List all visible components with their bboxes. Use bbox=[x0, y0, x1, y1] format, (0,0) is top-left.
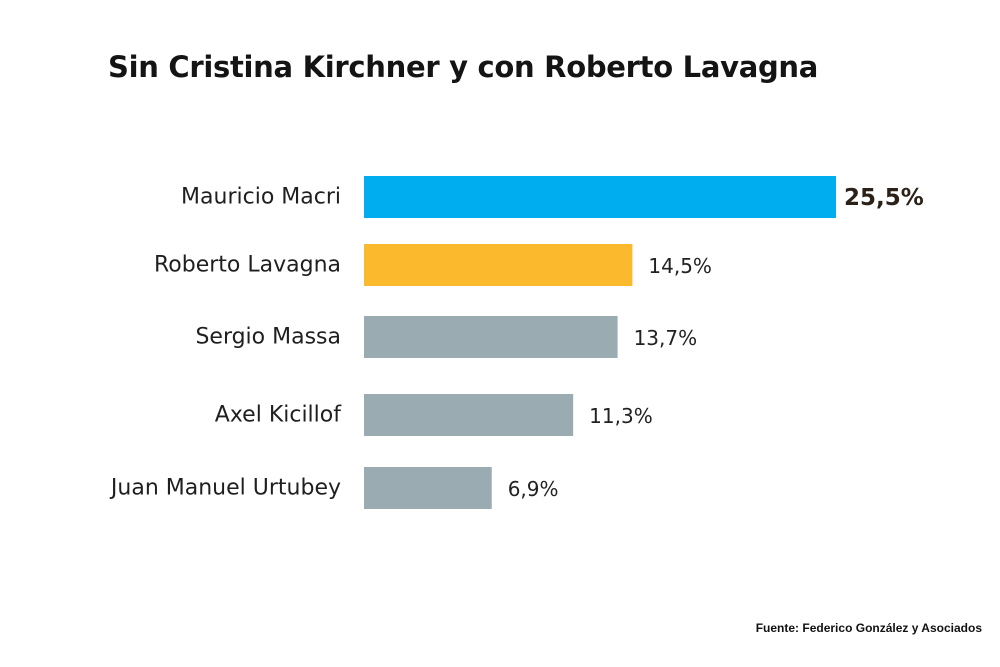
value-label-juan-manuel-urtubey: 6,9% bbox=[508, 477, 559, 501]
category-label-mauricio-macri: Mauricio Macri bbox=[181, 185, 341, 210]
value-label-mauricio-macri: 25,5% bbox=[844, 185, 924, 211]
category-label-juan-manuel-urtubey: Juan Manuel Urtubey bbox=[109, 476, 341, 501]
category-label-axel-kicillof: Axel Kicillof bbox=[215, 403, 342, 428]
bar-mauricio-macri bbox=[364, 176, 836, 218]
source-note: Fuente: Federico González y Asociados bbox=[755, 621, 982, 635]
chart-title: Sin Cristina Kirchner y con Roberto Lava… bbox=[108, 50, 819, 84]
bar-roberto-lavagna bbox=[364, 244, 633, 286]
value-label-axel-kicillof: 11,3% bbox=[589, 404, 653, 428]
bar-axel-kicillof bbox=[364, 394, 574, 436]
bar-juan-manuel-urtubey bbox=[364, 467, 492, 509]
value-label-roberto-lavagna: 14,5% bbox=[648, 254, 712, 278]
bar-sergio-massa bbox=[364, 316, 618, 358]
category-label-roberto-lavagna: Roberto Lavagna bbox=[154, 253, 341, 278]
category-label-sergio-massa: Sergio Massa bbox=[195, 325, 341, 350]
value-label-sergio-massa: 13,7% bbox=[634, 326, 698, 350]
